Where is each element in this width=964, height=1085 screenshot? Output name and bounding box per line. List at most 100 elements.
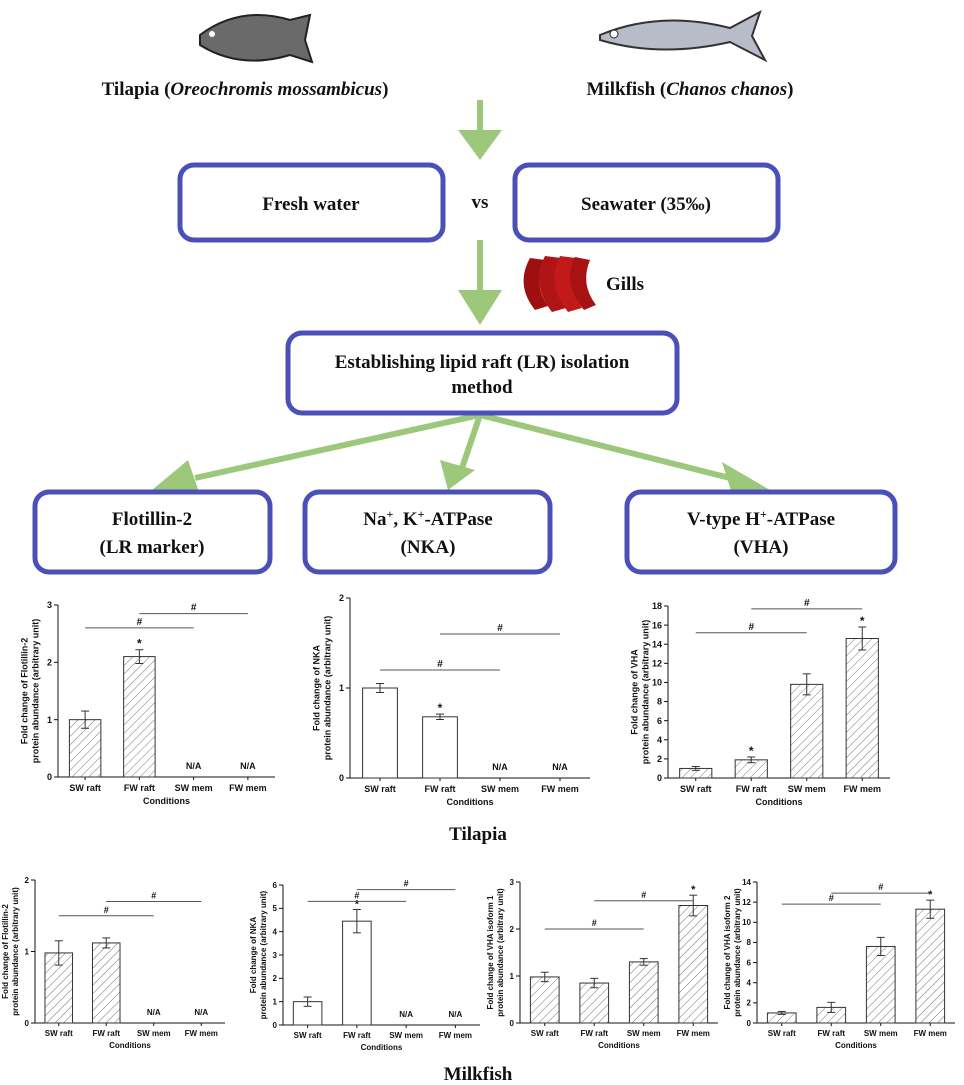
x-tick-label: FW mem bbox=[185, 1029, 218, 1038]
comparison-label: # bbox=[437, 659, 443, 670]
x-tick-label: FW mem bbox=[843, 784, 881, 794]
x-tick-label: FW mem bbox=[229, 783, 267, 793]
x-tick-label: FW mem bbox=[677, 1029, 710, 1038]
x-axis-label: Conditions bbox=[835, 1041, 877, 1050]
significance-marker: * bbox=[860, 614, 865, 628]
y-tick-label: 0 bbox=[25, 1019, 30, 1028]
y-axis-label: Fold change of VHA isoform 1 bbox=[486, 895, 495, 1009]
y-tick-label: 18 bbox=[652, 601, 662, 611]
y-axis-label: protein abundance (arbitrary unit) bbox=[640, 620, 650, 765]
x-tick-label: SW mem bbox=[864, 1029, 898, 1038]
y-tick-label: 0 bbox=[657, 773, 662, 783]
vha-line: (VHA) bbox=[734, 537, 789, 558]
value-label: N/A bbox=[240, 761, 256, 771]
significance-marker: * bbox=[438, 701, 443, 715]
fresh-water-box bbox=[177, 162, 446, 243]
bar bbox=[123, 656, 156, 778]
flotillin-line: Flotillin-2 bbox=[112, 509, 192, 530]
y-tick-label: 4 bbox=[657, 735, 662, 745]
comparison-label: # bbox=[497, 623, 503, 634]
y-tick-label: 2 bbox=[47, 657, 52, 667]
comparison-label: # bbox=[641, 890, 646, 900]
bar bbox=[362, 687, 398, 779]
vha-line: V-type H+-ATPase bbox=[687, 507, 835, 530]
y-tick-label: 10 bbox=[652, 678, 662, 688]
y-tick-label: 3 bbox=[47, 600, 52, 610]
value-label: N/A bbox=[194, 1008, 208, 1017]
x-tick-label: SW raft bbox=[45, 1029, 73, 1038]
y-tick-label: 8 bbox=[747, 938, 752, 947]
y-axis-label: Fold change of NKA bbox=[311, 645, 321, 731]
value-label: N/A bbox=[448, 1010, 462, 1019]
value-label: N/A bbox=[552, 762, 568, 772]
y-tick-label: 6 bbox=[657, 716, 662, 726]
value-label: N/A bbox=[147, 1008, 161, 1017]
y-tick-label: 2 bbox=[25, 876, 30, 885]
x-tick-label: FW raft bbox=[817, 1029, 845, 1038]
x-tick-label: SW raft bbox=[69, 783, 101, 793]
y-tick-label: 2 bbox=[273, 974, 278, 983]
y-tick-label: 12 bbox=[742, 898, 751, 907]
y-tick-label: 2 bbox=[339, 593, 344, 603]
tilapia-label: Tilapia (Oreochromis mossambicus) bbox=[102, 79, 389, 100]
group-label: Tilapia bbox=[449, 824, 507, 845]
comparison-label: # bbox=[592, 918, 597, 928]
group-label: Milkfish bbox=[444, 1064, 513, 1085]
lr-method-line: Establishing lipid raft (LR) isolation bbox=[335, 352, 630, 373]
y-tick-label: 4 bbox=[747, 979, 752, 988]
bar-chart: 0 1 2 3 4 5 6 Fold change of NKA protein abundan… bbox=[249, 879, 480, 1052]
nka-line: Na+, K+-ATPase bbox=[363, 507, 492, 530]
seawater: Seawater (35‰) bbox=[581, 194, 711, 215]
significance-marker: * bbox=[355, 899, 360, 911]
y-axis-label: Fold change of Flotillin-2 bbox=[1, 904, 10, 999]
bar bbox=[529, 976, 560, 1024]
gills-label: Gills bbox=[606, 274, 644, 295]
significance-marker: * bbox=[749, 744, 754, 758]
y-tick-label: 10 bbox=[742, 918, 751, 927]
y-tick-label: 1 bbox=[339, 683, 344, 693]
y-tick-label: 1 bbox=[47, 715, 52, 725]
flotillin-line: (LR marker) bbox=[100, 537, 205, 558]
significance-marker: * bbox=[137, 637, 142, 651]
x-tick-label: SW mem bbox=[389, 1031, 423, 1040]
bar bbox=[915, 908, 946, 1024]
y-axis-label: protein abundance (arbitrary unit) bbox=[259, 890, 268, 1019]
value-label: N/A bbox=[399, 1010, 413, 1019]
comparison-label: # bbox=[878, 882, 883, 892]
bar bbox=[678, 905, 709, 1024]
vs: vs bbox=[472, 192, 489, 213]
x-tick-label: FW mem bbox=[914, 1029, 947, 1038]
x-tick-label: SW mem bbox=[481, 784, 519, 794]
significance-marker: * bbox=[691, 884, 696, 896]
bar-chart: 0 1 2 Fold change of Flotillin-2 protein abu… bbox=[1, 876, 225, 1050]
bar bbox=[422, 716, 458, 779]
vha-box bbox=[624, 489, 898, 575]
y-tick-label: 6 bbox=[747, 958, 752, 967]
comparison-label: # bbox=[804, 598, 810, 609]
bar-chart: 0 2 4 6 8 10 12 14 16 18 Fold change of VHA protein… bbox=[629, 598, 890, 807]
x-tick-label: SW mem bbox=[137, 1029, 171, 1038]
y-tick-label: 2 bbox=[657, 754, 662, 764]
fresh-water: Fresh water bbox=[262, 194, 360, 215]
bar bbox=[628, 961, 659, 1024]
nka-box bbox=[302, 489, 553, 575]
gills-icon bbox=[523, 256, 596, 312]
x-tick-label: SW raft bbox=[680, 784, 712, 794]
y-tick-label: 0 bbox=[510, 1019, 515, 1028]
value-label: N/A bbox=[186, 761, 202, 771]
x-axis-label: Conditions bbox=[598, 1041, 640, 1050]
x-axis-label: Conditions bbox=[447, 797, 494, 807]
bar-chart: 0 1 2 Fold change of NKA protein abundance (… bbox=[311, 593, 590, 807]
significance-marker: * bbox=[928, 889, 933, 901]
bar bbox=[342, 920, 372, 1026]
x-tick-label: SW raft bbox=[768, 1029, 796, 1038]
y-tick-label: 14 bbox=[742, 878, 751, 887]
bar-chart: 0 1 2 3 Fold change of Flotillin-2 protein ab… bbox=[19, 600, 275, 806]
tilapia-icon bbox=[199, 13, 314, 64]
flotillin-box bbox=[32, 489, 273, 575]
x-tick-label: FW raft bbox=[343, 1031, 371, 1040]
comparison-label: # bbox=[137, 617, 143, 628]
lr-method-line: method bbox=[451, 377, 513, 398]
y-tick-label: 2 bbox=[747, 999, 752, 1008]
